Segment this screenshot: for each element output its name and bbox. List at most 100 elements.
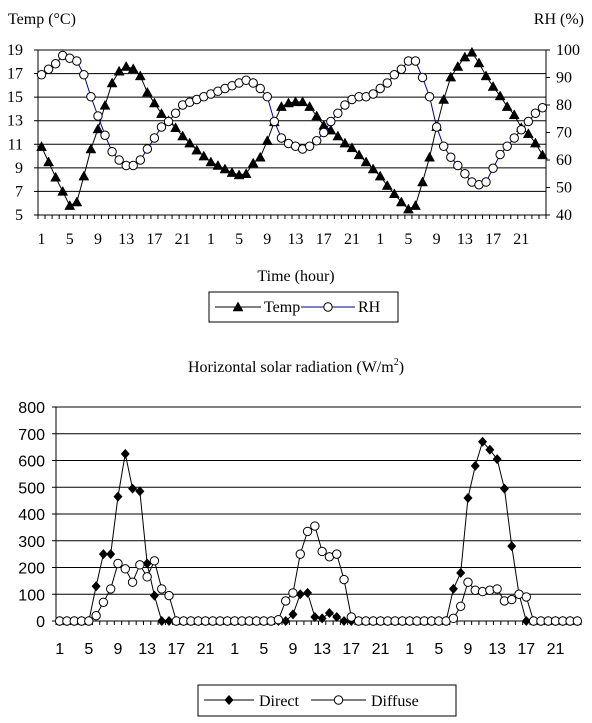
diffuse-point	[353, 616, 364, 626]
diffuse-point	[441, 616, 451, 626]
rh-point	[537, 103, 548, 113]
diffuse-point	[105, 584, 116, 594]
direct-point	[120, 448, 130, 459]
y-right-tick-label: 40	[556, 207, 572, 224]
temp-point	[332, 130, 344, 141]
direct-point	[529, 616, 539, 626]
temp-point	[417, 176, 428, 187]
series-line-direct	[59, 440, 578, 622]
y-left-tick-label: 19	[7, 42, 23, 59]
y-tick-label: 800	[18, 400, 45, 417]
rh-point	[114, 155, 124, 165]
diffuse-point	[76, 616, 87, 626]
x-tick-label: 5	[434, 641, 443, 658]
series-line-diffuse	[59, 525, 578, 622]
temp-point	[254, 151, 266, 162]
x-tick-label: 17	[316, 231, 332, 248]
x-axis-label: Time (hour)	[257, 268, 334, 285]
chart2-title-text: Horizontal solar radiation (W/m	[188, 359, 394, 376]
direct-point	[456, 567, 466, 578]
diffuse-point	[390, 616, 400, 626]
rh-point	[431, 122, 442, 132]
chart1-x-ticks: 1 5 9 13 17 21 1 5 9 13 17 21 1 5 9 13 17 21	[37, 215, 547, 248]
temp-point	[78, 170, 90, 181]
x-tick-label: 17	[342, 641, 360, 658]
x-tick-label: 17	[517, 641, 535, 658]
rh-point	[389, 70, 400, 80]
direct-point	[317, 613, 327, 624]
rh-point	[319, 127, 329, 138]
temp-point	[311, 110, 323, 121]
direct-point	[222, 616, 232, 626]
y-tick-label: 200	[18, 561, 45, 578]
y-left-label: Temp (°C)	[8, 11, 76, 28]
rh-point	[530, 108, 541, 118]
x-tick-label: 21	[344, 231, 360, 248]
temp-point	[353, 149, 365, 160]
diffuse-point	[383, 616, 393, 626]
rh-point	[460, 169, 470, 179]
x-tick-label: 5	[235, 231, 243, 248]
x-tick-label: 5	[84, 641, 93, 658]
temp-point	[240, 168, 252, 178]
direct-point	[558, 616, 568, 626]
diffuse-point	[69, 616, 79, 626]
temp-point	[205, 156, 217, 167]
rh-point	[516, 125, 527, 135]
direct-point	[521, 616, 531, 626]
temp-point	[381, 180, 393, 190]
direct-point	[492, 454, 502, 465]
temp-point	[184, 137, 196, 148]
diffuse-point	[200, 616, 211, 626]
temp-point	[452, 60, 464, 71]
diffuse-point	[120, 564, 130, 574]
direct-point	[193, 616, 203, 626]
rh-point	[107, 147, 117, 157]
chart2-title-superscript: 2	[394, 357, 399, 368]
x-tick-label: 9	[94, 231, 102, 248]
direct-point	[419, 616, 429, 626]
rh-point	[269, 116, 280, 127]
rh-point	[502, 141, 512, 151]
rh-point	[86, 92, 96, 102]
direct-point	[368, 616, 378, 626]
diffuse-point	[229, 616, 240, 626]
diffuse-point	[324, 552, 335, 562]
diffuse-point	[361, 616, 371, 626]
direct-point	[98, 549, 108, 560]
temp-point	[120, 60, 132, 71]
rh-point	[128, 160, 138, 171]
x-tick-label: 13	[138, 641, 156, 658]
temp-point	[304, 101, 316, 111]
rh-point	[255, 83, 265, 94]
diffuse-point	[536, 616, 546, 626]
temp-point	[508, 109, 520, 120]
temp-point	[501, 101, 513, 111]
direct-point	[55, 616, 65, 626]
diffuse-point	[485, 585, 495, 595]
rh-point	[509, 133, 519, 143]
temp-point	[290, 96, 301, 107]
temp-point	[374, 170, 386, 181]
rh-point	[438, 141, 449, 151]
rh-point	[276, 133, 287, 143]
chart2-gridlines	[56, 406, 581, 622]
x-tick-label: 1	[55, 641, 64, 658]
rh-point	[79, 70, 89, 80]
y-tick-label: 600	[18, 454, 45, 471]
direct-point	[288, 609, 298, 620]
x-tick-label: 21	[197, 641, 215, 658]
diffuse-point	[288, 588, 298, 598]
rh-point	[163, 116, 174, 127]
diffuse-point	[113, 558, 123, 569]
x-tick-label: 21	[372, 641, 390, 658]
legend-marker-temp	[232, 301, 244, 312]
temp-point	[134, 70, 146, 81]
diffuse-point	[251, 616, 262, 626]
diffuse-point	[426, 616, 437, 626]
direct-point	[361, 616, 371, 626]
y-left-tick-label: 13	[7, 113, 23, 130]
x-tick-label: 21	[513, 231, 529, 248]
diffuse-point	[84, 616, 94, 626]
